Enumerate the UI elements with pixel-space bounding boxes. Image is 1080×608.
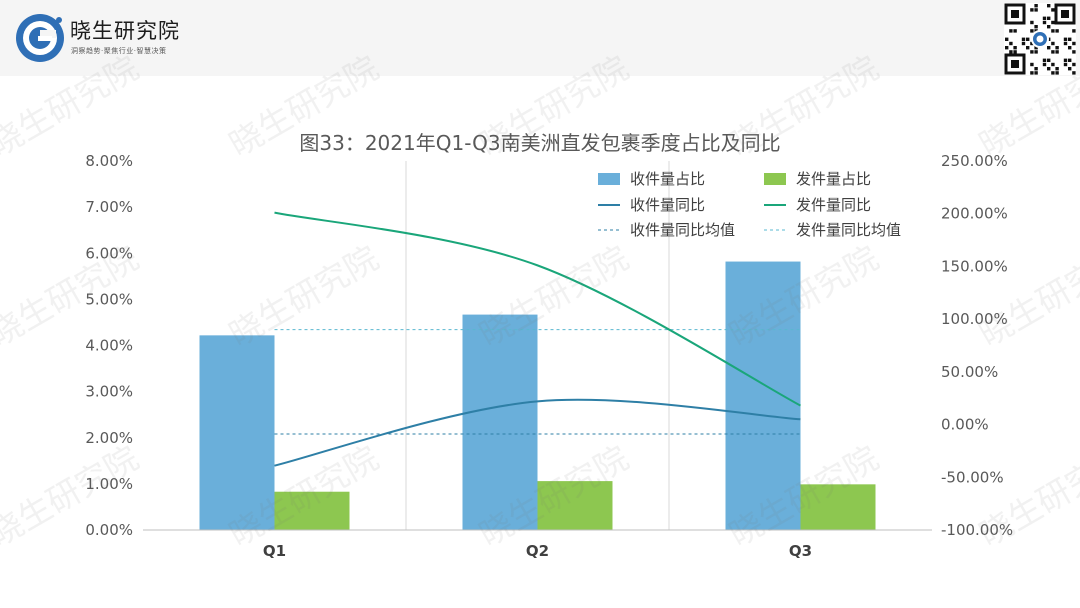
line-series-0 (274, 398, 801, 467)
y-left-tick-label: 1.00% (85, 475, 133, 493)
legend-label: 发件量占比 (796, 170, 871, 188)
y-right-tick-label: -50.00% (941, 468, 1004, 486)
legend-label: 收件量同比 (630, 196, 705, 214)
y-right-tick-label: -100.00% (941, 521, 1013, 539)
legend-swatch (764, 173, 786, 185)
y-left-tick-label: 8.00% (85, 152, 133, 170)
y-left-tick-label: 7.00% (85, 198, 133, 216)
bar-send-share (537, 481, 613, 530)
legend-swatch (598, 173, 620, 185)
y-left-tick-label: 4.00% (85, 337, 133, 355)
chart-title: 图33：2021年Q1-Q3南美洲直发包裹季度占比及同比 (299, 131, 781, 155)
y-right-tick-label: 50.00% (941, 363, 998, 381)
bar-receive-share (725, 261, 801, 530)
y-left-tick-label: 3.00% (85, 383, 133, 401)
x-category-label: Q2 (526, 542, 549, 560)
header-band (0, 0, 1080, 76)
y-left-tick-label: 5.00% (85, 290, 133, 308)
y-right-tick-label: 200.00% (941, 205, 1008, 223)
legend-label: 收件量同比均值 (630, 221, 735, 239)
brand-tagline: 洞察趋势·聚焦行业·智慧决策 (71, 47, 167, 55)
g-logo-icon (16, 14, 64, 62)
brand-name: 晓生研究院 (70, 19, 180, 43)
y-right-tick-label: 150.00% (941, 257, 1008, 275)
y-right-tick-label: 0.00% (941, 416, 989, 434)
y-left-tick-label: 6.00% (85, 244, 133, 262)
bar-receive-share (462, 314, 538, 530)
legend-label: 收件量占比 (630, 170, 705, 188)
qr-code-icon (1004, 3, 1076, 75)
line-series-1 (274, 211, 801, 407)
x-category-label: Q1 (263, 542, 286, 560)
y-left-tick-label: 2.00% (85, 429, 133, 447)
x-category-label: Q3 (789, 542, 812, 560)
bar-send-share (274, 491, 350, 530)
y-right-tick-label: 100.00% (941, 310, 1008, 328)
legend-label: 发件量同比均值 (796, 221, 901, 239)
y-right-tick-label: 250.00% (941, 152, 1008, 170)
bar-receive-share (199, 335, 275, 530)
y-left-tick-label: 0.00% (85, 521, 133, 539)
legend-label: 发件量同比 (796, 196, 871, 214)
bar-send-share (800, 484, 876, 530)
